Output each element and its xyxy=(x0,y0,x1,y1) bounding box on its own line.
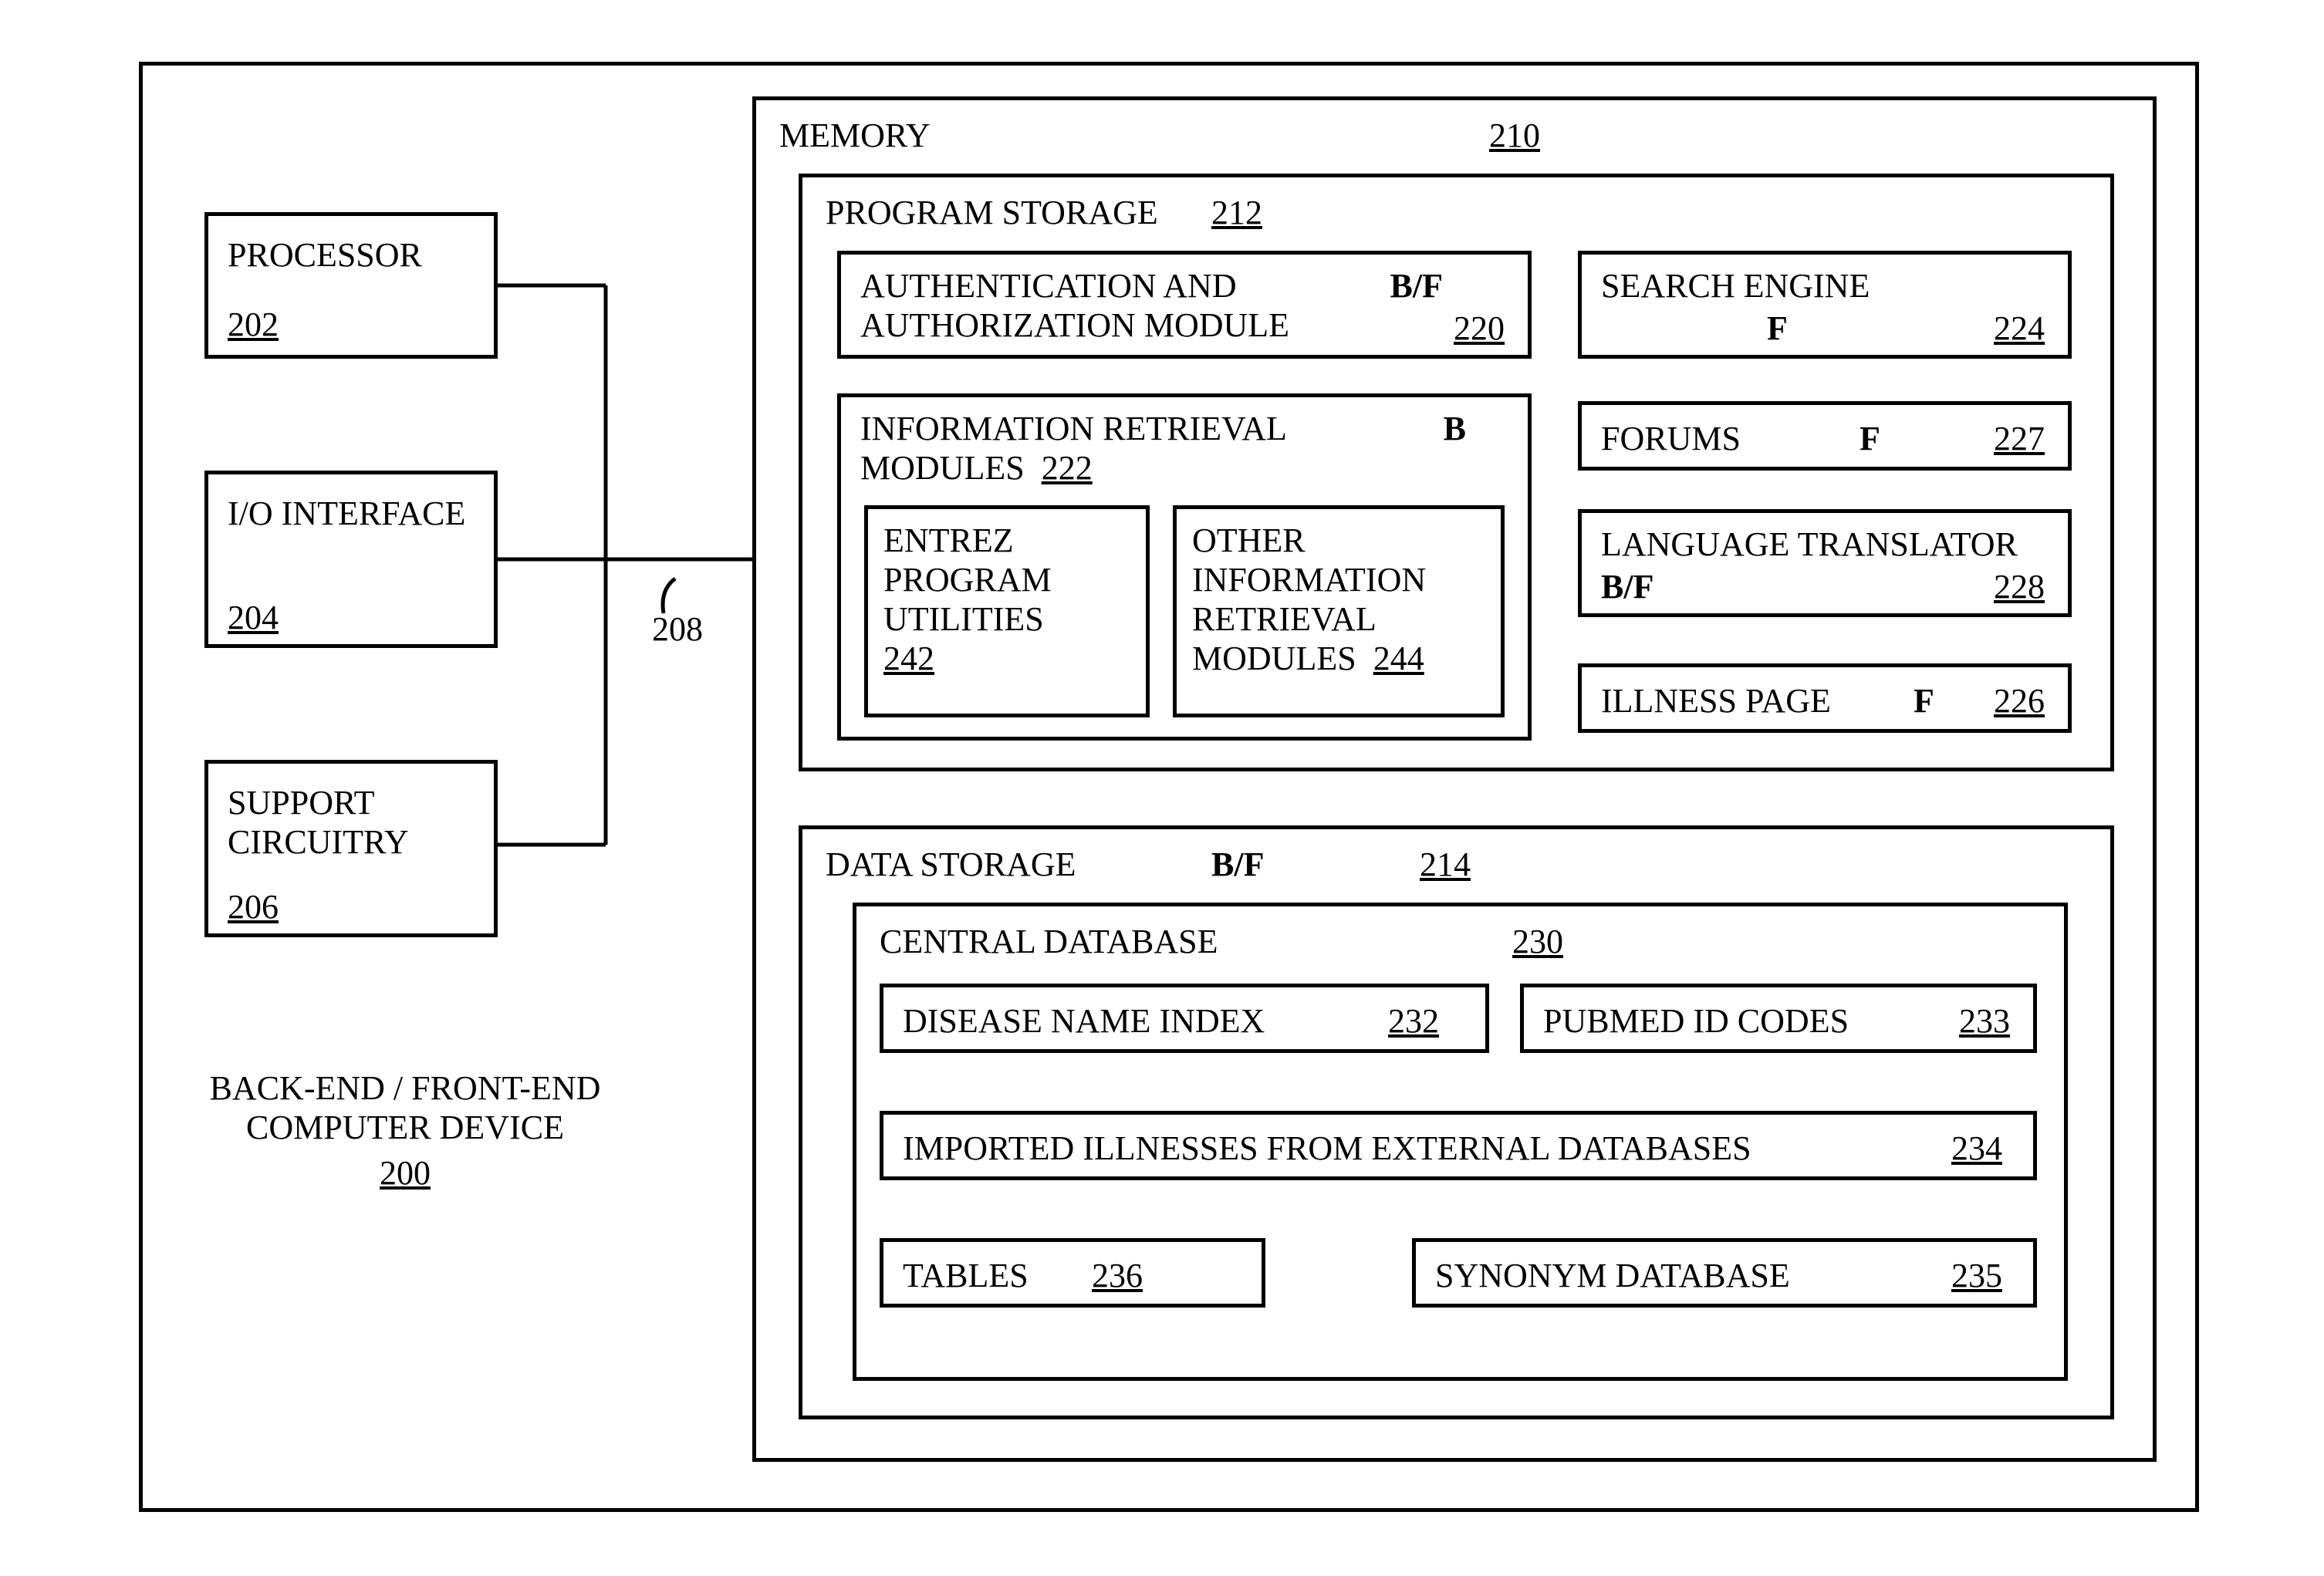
caption-line1: BACK-END / FRONT-END xyxy=(189,1068,621,1108)
io-ref: 204 xyxy=(228,598,279,637)
data-storage-label: DATA STORAGE xyxy=(826,845,1076,884)
auth-label: AUTHENTICATION AND AUTHORIZATION MODULE xyxy=(860,266,1354,345)
support-circuitry-box: SUPPORT CIRCUITRY 206 xyxy=(204,760,498,937)
io-interface-box: I/O INTERFACE 204 xyxy=(204,471,498,648)
illness-ref: 226 xyxy=(1994,681,2045,721)
pubmed-box: PUBMED ID CODES 233 xyxy=(1520,984,2037,1053)
memory-ref: 210 xyxy=(1489,116,1540,155)
translator-ref: 228 xyxy=(1994,567,2045,606)
search-engine-box: SEARCH ENGINE F 224 xyxy=(1578,251,2072,359)
memory-box: MEMORY 210 PROGRAM STORAGE 212 AUTHENTIC… xyxy=(752,96,2157,1462)
info-retrieval-box: INFORMATION RETRIEVAL MODULES 222 B ENTR… xyxy=(837,393,1532,741)
pubmed-ref: 233 xyxy=(1959,1001,2010,1041)
info-retrieval-label: INFORMATION RETRIEVAL MODULES 222 xyxy=(860,409,1354,488)
entrez-box: ENTREZ PROGRAM UTILITIES 242 xyxy=(864,505,1150,717)
data-storage-box: DATA STORAGE B/F 214 CENTRAL DATABASE 23… xyxy=(799,825,2114,1419)
translator-tag: B/F xyxy=(1601,567,1653,606)
forums-ref: 227 xyxy=(1994,419,2045,458)
pubmed-label: PUBMED ID CODES xyxy=(1543,1001,1849,1041)
auth-ref: 220 xyxy=(1454,309,1505,348)
processor-ref: 202 xyxy=(228,305,279,344)
processor-label: PROCESSOR xyxy=(228,235,422,275)
memory-label: MEMORY xyxy=(779,116,931,155)
forums-tag: F xyxy=(1860,419,1880,458)
entrez-label: ENTREZ PROGRAM UTILITIES 242 xyxy=(883,521,1130,678)
imported-label: IMPORTED ILLNESSES FROM EXTERNAL DATABAS… xyxy=(903,1129,1751,1168)
tables-box: TABLES 236 xyxy=(880,1238,1265,1308)
tables-label: TABLES xyxy=(903,1256,1029,1295)
bus-ref: 208 xyxy=(652,609,703,649)
caption-line2: COMPUTER DEVICE xyxy=(189,1108,621,1147)
imported-ref: 234 xyxy=(1951,1129,2002,1168)
translator-label: LANGUAGE TRANSLATOR xyxy=(1601,525,2018,564)
search-label: SEARCH ENGINE xyxy=(1601,266,1870,305)
device-caption: BACK-END / FRONT-END COMPUTER DEVICE 200 xyxy=(189,1068,621,1193)
illness-label: ILLNESS PAGE xyxy=(1601,681,1831,721)
imported-box: IMPORTED ILLNESSES FROM EXTERNAL DATABAS… xyxy=(880,1111,2037,1180)
program-storage-label: PROGRAM STORAGE xyxy=(826,193,1158,232)
auth-tag: B/F xyxy=(1390,266,1443,305)
other-modules-label: OTHER INFORMATION RETRIEVAL MODULES 244 xyxy=(1192,521,1493,678)
central-db-label: CENTRAL DATABASE xyxy=(880,922,1218,961)
disease-index-label: DISEASE NAME INDEX xyxy=(903,1001,1265,1041)
tables-ref: 236 xyxy=(1092,1256,1143,1295)
illness-tag: F xyxy=(1914,681,1934,721)
other-modules-box: OTHER INFORMATION RETRIEVAL MODULES 244 xyxy=(1173,505,1505,717)
forums-label: FORUMS xyxy=(1601,419,1741,458)
caption-ref: 200 xyxy=(380,1153,431,1193)
outer-container: PROCESSOR 202 I/O INTERFACE 204 SUPPORT … xyxy=(139,62,2199,1512)
synonym-label: SYNONYM DATABASE xyxy=(1435,1256,1790,1295)
auth-module-box: AUTHENTICATION AND AUTHORIZATION MODULE … xyxy=(837,251,1532,359)
info-retrieval-tag: B xyxy=(1444,409,1466,448)
synonym-box: SYNONYM DATABASE 235 xyxy=(1412,1238,2037,1308)
support-ref: 206 xyxy=(228,887,279,926)
data-storage-tag: B/F xyxy=(1211,845,1264,884)
forums-box: FORUMS F 227 xyxy=(1578,401,2072,471)
support-label: SUPPORT CIRCUITRY xyxy=(228,783,475,862)
translator-box: LANGUAGE TRANSLATOR B/F 228 xyxy=(1578,509,2072,617)
processor-box: PROCESSOR 202 xyxy=(204,212,498,359)
search-tag: F xyxy=(1767,309,1788,348)
program-storage-ref: 212 xyxy=(1211,193,1262,232)
central-db-box: CENTRAL DATABASE 230 DISEASE NAME INDEX … xyxy=(853,903,2068,1381)
io-label: I/O INTERFACE xyxy=(228,494,475,533)
data-storage-ref: 214 xyxy=(1420,845,1471,884)
synonym-ref: 235 xyxy=(1951,1256,2002,1295)
disease-index-box: DISEASE NAME INDEX 232 xyxy=(880,984,1489,1053)
illness-page-box: ILLNESS PAGE F 226 xyxy=(1578,663,2072,733)
search-ref: 224 xyxy=(1994,309,2045,348)
central-db-ref: 230 xyxy=(1512,922,1563,961)
disease-index-ref: 232 xyxy=(1388,1001,1439,1041)
program-storage-box: PROGRAM STORAGE 212 AUTHENTICATION AND A… xyxy=(799,174,2114,771)
